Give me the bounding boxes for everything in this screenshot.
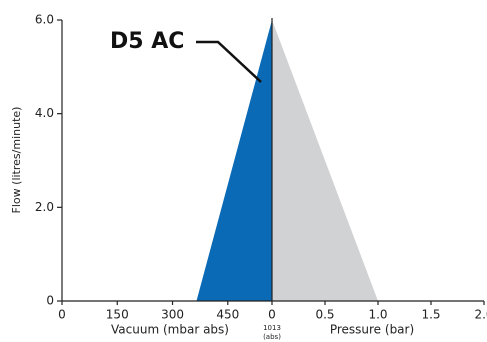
y-axis-label: Flow (litres/minute) (10, 107, 23, 214)
x-axis-label: Vacuum (mbar abs) (111, 323, 229, 337)
x-tick-label: 0.5 (315, 308, 334, 322)
x-tick-label: 300 (161, 308, 184, 322)
annotation: D5 AC (110, 29, 184, 54)
center-label: (abs) (263, 333, 281, 341)
area (272, 20, 378, 301)
y-tick-label: 6.0 (35, 13, 54, 27)
center-label: 1013 (263, 324, 281, 332)
x-tick-label: 0 (268, 308, 276, 322)
plot (196, 18, 378, 301)
x-tick-label: 150 (106, 308, 129, 322)
y-tick-label: 0 (46, 294, 54, 308)
x-tick-label: 0 (58, 308, 66, 322)
leader-line (196, 40, 262, 83)
x-tick-label: 1.0 (368, 308, 387, 322)
x-tick-label: 2.0 (474, 308, 487, 322)
y-tick-label: 4.0 (35, 106, 54, 120)
x-axis-label: Pressure (bar) (330, 323, 414, 337)
area (196, 20, 272, 301)
y-tick-label: 2.0 (35, 200, 54, 214)
x-tick-label: 1.5 (421, 308, 440, 322)
x-tick-label: 450 (216, 308, 239, 322)
